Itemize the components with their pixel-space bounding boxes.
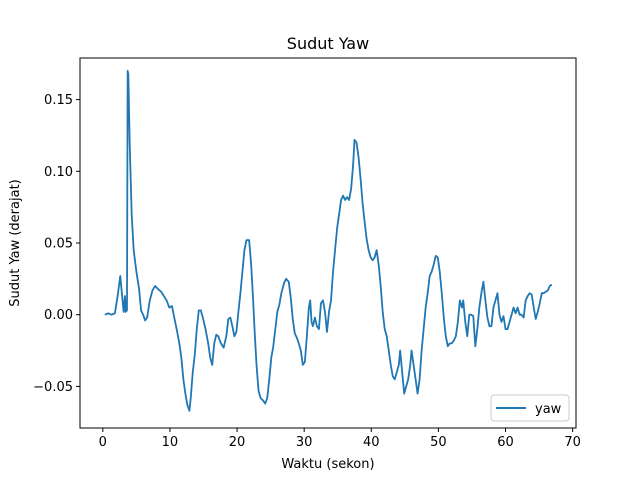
x-tick-label: 10: [162, 435, 179, 450]
legend-box: [490, 394, 570, 422]
x-tick-label: 30: [296, 435, 313, 450]
x-tick-label: 70: [564, 435, 581, 450]
x-tick-label: 40: [363, 435, 380, 450]
x-axis-label: Waktu (sekon): [281, 457, 374, 472]
x-tick-label: 50: [430, 435, 447, 450]
y-tick-label: 0.00: [44, 308, 73, 323]
chart-title: Sudut Yaw: [287, 34, 369, 53]
plot-series-layer: [104, 70, 553, 412]
x-tick-label: 20: [229, 435, 246, 450]
y-tick-label: −0.05: [33, 380, 73, 395]
x-tick-label: 0: [99, 435, 107, 450]
x-tick-label: 60: [497, 435, 514, 450]
legend: yaw: [490, 394, 570, 422]
y-axis-label: Sudut Yaw (derajat): [8, 179, 23, 306]
y-tick-label: 0.05: [44, 237, 73, 252]
x-axis-ticks: 0 10 20 30 40 50 60 70: [99, 428, 581, 450]
y-tick-label: 0.15: [44, 93, 73, 108]
series-line-yaw: [104, 70, 553, 412]
y-axis-ticks: −0.05 0.00 0.05 0.10 0.15: [33, 93, 80, 395]
y-tick-label: 0.10: [44, 165, 73, 180]
legend-label-yaw: yaw: [535, 402, 562, 417]
